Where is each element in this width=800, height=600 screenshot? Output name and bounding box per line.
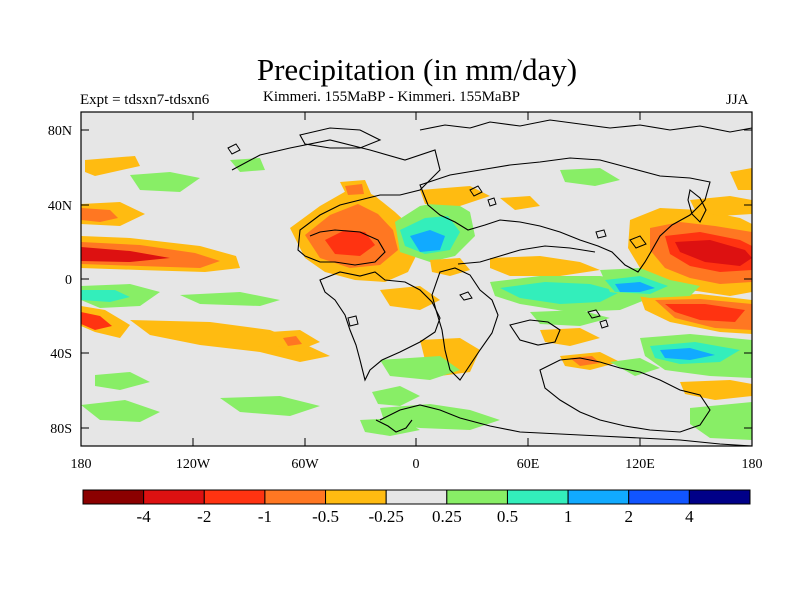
anomaly-patch bbox=[690, 402, 752, 440]
subtitle-label: Kimmeri. 155MaBP - Kimmeri. 155MaBP bbox=[263, 89, 520, 105]
anomaly-patch bbox=[490, 256, 600, 276]
anomaly-patch bbox=[345, 184, 364, 195]
coastline-australia bbox=[539, 357, 711, 433]
island-outline bbox=[469, 185, 483, 197]
anomaly-patch bbox=[675, 240, 752, 266]
lon-label-120e: 120E bbox=[625, 457, 655, 472]
coastline-antarctica bbox=[379, 404, 752, 446]
anomaly-patch bbox=[180, 292, 280, 306]
lat-label-40s: 40S bbox=[50, 347, 72, 362]
coastline-antarctica-west bbox=[375, 419, 413, 433]
colorbar-label: 0.5 bbox=[497, 507, 518, 526]
coastline-tethys-south bbox=[457, 245, 596, 265]
coastline-africa bbox=[431, 267, 499, 381]
lat-label-80n: 80N bbox=[48, 124, 72, 139]
coastline-south-america bbox=[319, 271, 441, 382]
anomaly-patch bbox=[380, 356, 460, 380]
anomaly-patch bbox=[325, 230, 375, 256]
coastline-india bbox=[509, 319, 561, 346]
colorbar-swatch bbox=[446, 489, 508, 505]
colorbar-swatch bbox=[688, 489, 751, 505]
island-outline bbox=[587, 309, 601, 319]
colorbar-label: 1 bbox=[564, 507, 573, 526]
colorbar-swatch bbox=[506, 489, 569, 505]
experiment-label: Expt = tdsxn7-tdsxn6 bbox=[80, 92, 210, 108]
colorbar-label: -0.5 bbox=[312, 507, 339, 526]
colorbar bbox=[82, 489, 751, 505]
island-outlines bbox=[227, 143, 647, 329]
anomaly-patch bbox=[372, 386, 420, 406]
coastline-north-america bbox=[231, 139, 441, 266]
colorbar-swatch bbox=[203, 489, 266, 505]
island-outline bbox=[227, 143, 241, 155]
lon-ticks bbox=[80, 112, 753, 446]
colorbar-swatch bbox=[567, 489, 630, 505]
lat-label-80s: 80S bbox=[50, 422, 72, 437]
anomaly-patch bbox=[530, 310, 610, 326]
anomaly-patch bbox=[380, 286, 440, 310]
island-outline bbox=[487, 197, 497, 207]
coastlines bbox=[231, 119, 752, 446]
anomaly-patch bbox=[500, 282, 620, 304]
colorbar-swatch bbox=[264, 489, 327, 505]
lon-label-180e: 180 bbox=[742, 457, 763, 472]
anomaly-patch bbox=[560, 168, 620, 186]
anomaly-patch bbox=[615, 282, 655, 292]
lat-label-40n: 40N bbox=[48, 199, 72, 214]
anomaly-patch bbox=[81, 290, 130, 302]
coastline-arctic-islands bbox=[419, 119, 752, 133]
island-outline bbox=[629, 235, 647, 249]
coastline-japan bbox=[687, 189, 707, 223]
lat-label-0: 0 bbox=[65, 273, 72, 288]
anomaly-patch bbox=[130, 320, 330, 362]
anomaly-patch bbox=[500, 196, 540, 210]
island-outline bbox=[599, 319, 609, 329]
colorbar-swatch bbox=[385, 489, 448, 505]
colorbar-label: 2 bbox=[624, 507, 633, 526]
lon-label-60e: 60E bbox=[517, 457, 540, 472]
lon-label-60w: 60W bbox=[291, 457, 319, 472]
lon-label-180w: 180 bbox=[71, 457, 92, 472]
anomaly-patch bbox=[230, 158, 265, 172]
island-outline bbox=[347, 315, 359, 327]
anomaly-patch bbox=[81, 208, 118, 222]
island-outline bbox=[595, 229, 607, 239]
coastline-greenland bbox=[299, 127, 382, 149]
colorbar-label: -0.25 bbox=[368, 507, 403, 526]
season-label: JJA bbox=[726, 92, 749, 108]
anomaly-patch bbox=[410, 230, 445, 252]
anomaly-patch bbox=[130, 172, 200, 192]
anomaly-patch bbox=[81, 400, 160, 422]
lat-ticks bbox=[81, 129, 752, 429]
anomaly-patch bbox=[610, 358, 660, 376]
anomaly-patch bbox=[220, 396, 320, 416]
lon-label-0: 0 bbox=[413, 457, 420, 472]
anomaly-patch bbox=[420, 186, 490, 206]
island-outline bbox=[459, 291, 473, 301]
colorbar-label: -2 bbox=[197, 507, 211, 526]
anomaly-patch bbox=[95, 372, 150, 390]
colorbar-swatch bbox=[143, 489, 205, 505]
lon-label-120w: 120W bbox=[176, 457, 211, 472]
chart-title: Precipitation (in mm/day) bbox=[256, 52, 578, 87]
colorbar-label: 0.25 bbox=[432, 507, 462, 526]
anomaly-patch bbox=[730, 168, 752, 190]
colorbar-swatch bbox=[325, 489, 387, 505]
colorbar-swatch bbox=[628, 489, 690, 505]
anomaly-patch bbox=[283, 336, 302, 346]
colorbar-labels: -4 -2 -1 -0.5 -0.25 0.25 0.5 1 2 4 bbox=[137, 507, 695, 526]
colorbar-label: -1 bbox=[258, 507, 272, 526]
anomaly-patch bbox=[660, 348, 715, 360]
anomaly-patch bbox=[85, 156, 140, 176]
anomaly-patch bbox=[665, 304, 745, 322]
colorbar-label: 4 bbox=[685, 507, 694, 526]
anomaly-patch bbox=[81, 312, 112, 330]
anomaly-patch bbox=[81, 247, 170, 262]
colorbar-label: -4 bbox=[137, 507, 152, 526]
coastline-eurasia bbox=[419, 157, 711, 273]
colorbar-swatch bbox=[82, 489, 145, 505]
